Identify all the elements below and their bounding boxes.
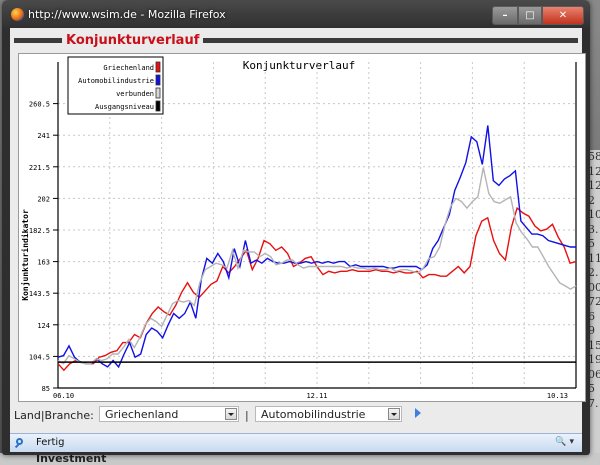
search-icon bbox=[16, 438, 23, 445]
legend-label: Ausgangsniveau bbox=[95, 103, 154, 111]
title-bar[interactable]: http://www.wsim.de - Mozilla Firefox – □… bbox=[2, 0, 590, 28]
close-button[interactable]: ✕ bbox=[542, 6, 584, 25]
legend-label: verbunden bbox=[116, 90, 154, 98]
y-tick-label: 85 bbox=[42, 385, 50, 393]
section-header bbox=[14, 36, 578, 44]
y-tick-label: 202 bbox=[37, 195, 50, 203]
background-page-text: 58 12 12 2 10 3. 5 11 2. 00 72 6 9 15 19 06 5 7. bbox=[588, 150, 600, 465]
filter-controls: Land|Branche: Griechenland | Automobilin… bbox=[10, 403, 582, 429]
y-tick-label: 143.5 bbox=[29, 290, 50, 298]
y-tick-label: 163 bbox=[37, 259, 50, 267]
header-rule-left bbox=[14, 38, 64, 43]
browser-window: http://www.wsim.de - Mozilla Firefox – □… bbox=[2, 0, 590, 455]
page-content: Konjunkturverlauf Konjunkturverlauf 85 104… bbox=[10, 28, 586, 433]
minimize-button[interactable]: – bbox=[492, 6, 518, 25]
x-tick-label: 12.11 bbox=[306, 392, 327, 400]
industry-select[interactable]: Automobilindustrie bbox=[255, 406, 402, 422]
play-arrow-icon[interactable] bbox=[415, 408, 421, 418]
y-tick-label: 260.5 bbox=[29, 101, 50, 109]
status-text: Fertig bbox=[36, 437, 65, 448]
header-rule-right bbox=[189, 38, 578, 43]
y-tick-label: 221.5 bbox=[29, 164, 50, 172]
chevron-down-icon[interactable] bbox=[225, 408, 237, 420]
chart-legend bbox=[67, 56, 164, 115]
filter-label: Land|Branche: bbox=[14, 409, 94, 422]
legend-label: Griechenland bbox=[103, 64, 154, 72]
line-chart: Konjunkturverlauf 85 104.5 124 143.5 163 182.5… bbox=[20, 56, 577, 400]
y-tick-label: 182.5 bbox=[29, 227, 50, 235]
y-tick-label: 241 bbox=[37, 132, 50, 140]
industry-select-value: Automobilindustrie bbox=[261, 408, 366, 421]
x-tick-label: 06.10 bbox=[53, 392, 74, 400]
y-axis-label: Konjunkturindikator bbox=[20, 209, 30, 301]
chart-container: Konjunkturverlauf 85 104.5 124 143.5 163 182.5… bbox=[18, 53, 586, 402]
status-bar: Fertig 🔍 ▾ bbox=[10, 433, 582, 452]
legend-swatch bbox=[155, 74, 161, 86]
legend-label: Automobilindustrie bbox=[78, 77, 154, 85]
background-page-heading: Investment bbox=[0, 453, 600, 465]
page-title: Konjunkturverlauf bbox=[62, 33, 204, 48]
window-title: http://www.wsim.de - Mozilla Firefox bbox=[28, 8, 226, 21]
series-line bbox=[57, 167, 577, 365]
y-tick-label: 124 bbox=[37, 322, 50, 330]
country-select[interactable]: Griechenland bbox=[99, 406, 239, 422]
window-controls: – □ ✕ bbox=[492, 6, 584, 25]
chevron-down-icon[interactable] bbox=[388, 408, 400, 420]
chart-title: Konjunkturverlauf bbox=[243, 59, 356, 72]
x-tick-label: 10.13 bbox=[547, 392, 568, 400]
country-select-value: Griechenland bbox=[105, 408, 179, 421]
series-line bbox=[57, 125, 576, 369]
legend-swatch bbox=[155, 100, 161, 112]
legend-swatch bbox=[155, 87, 161, 99]
separator: | bbox=[245, 409, 249, 422]
zoom-icon[interactable]: 🔍 ▾ bbox=[555, 437, 574, 447]
legend-swatch bbox=[155, 61, 161, 73]
maximize-button[interactable]: □ bbox=[518, 6, 542, 25]
y-tick-label: 104.5 bbox=[29, 353, 50, 361]
firefox-icon bbox=[11, 8, 24, 21]
